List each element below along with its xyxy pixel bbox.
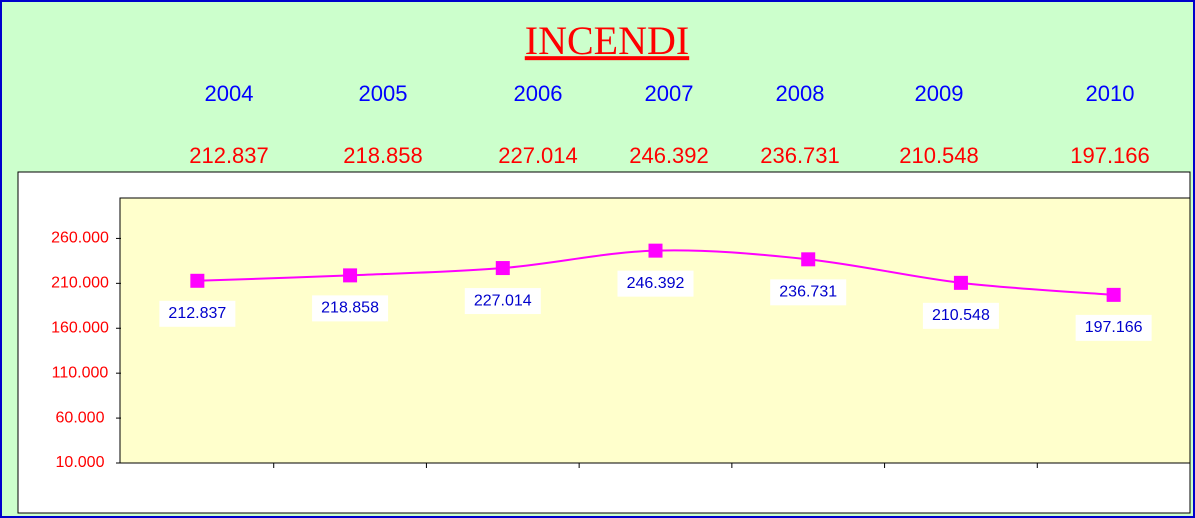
marker <box>801 252 816 267</box>
data-label: 236.731 <box>779 284 837 301</box>
label-box <box>617 270 694 297</box>
header-value: 246.392 <box>629 143 709 168</box>
y-tick-label: 260.000 <box>51 230 109 247</box>
y-tick-label: 110.000 <box>52 364 109 381</box>
header-year: 2007 <box>645 81 694 106</box>
data-label: 218.858 <box>321 300 379 317</box>
header-year: 2005 <box>359 81 408 106</box>
marker <box>495 261 510 276</box>
label-box <box>312 295 389 322</box>
marker <box>343 268 358 283</box>
marker <box>190 273 205 288</box>
y-tick-label: 160.000 <box>51 319 109 336</box>
label-box <box>770 279 847 306</box>
header-value: 236.731 <box>760 143 840 168</box>
marker <box>953 275 968 290</box>
header-year: 2004 <box>205 81 254 106</box>
header-value: 227.014 <box>498 143 578 168</box>
chart-title: INCENDI <box>525 18 689 63</box>
data-label: 227.014 <box>474 292 532 309</box>
label-box <box>159 300 236 327</box>
header-value: 212.837 <box>189 143 269 168</box>
header-value: 210.548 <box>899 143 979 168</box>
y-tick-label: 60.000 <box>56 409 105 426</box>
header-value: 197.166 <box>1070 143 1150 168</box>
header-year: 2009 <box>915 81 964 106</box>
data-label: 212.837 <box>168 305 226 322</box>
header-year: 2008 <box>776 81 825 106</box>
header-year: 2010 <box>1086 81 1135 106</box>
y-tick-label: 10.000 <box>56 454 105 471</box>
data-label: 210.548 <box>932 307 990 324</box>
plot-area <box>119 197 1191 464</box>
label-box <box>922 302 999 329</box>
label-box <box>464 288 541 315</box>
data-label: 246.392 <box>627 275 685 292</box>
label-box <box>1075 314 1152 341</box>
marker <box>1106 287 1121 302</box>
y-tick-label: 210.000 <box>51 275 109 292</box>
marker <box>648 243 663 258</box>
header-year: 2006 <box>514 81 563 106</box>
header-value: 218.858 <box>343 143 423 168</box>
data-label: 197.166 <box>1085 319 1143 336</box>
